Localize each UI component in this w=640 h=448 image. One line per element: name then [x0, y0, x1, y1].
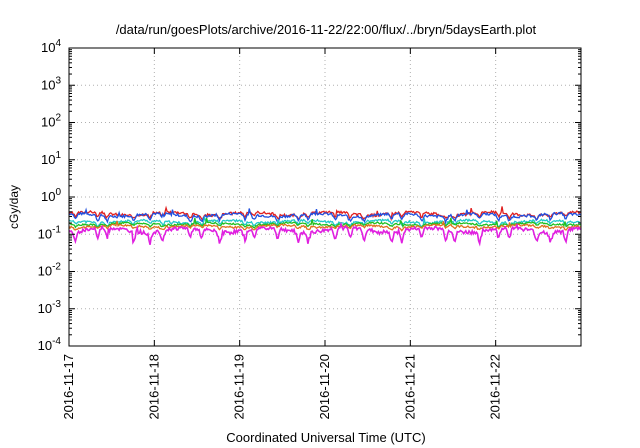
y-tick-label: 10-3 [38, 299, 62, 316]
y-tick-label: 102 [41, 113, 61, 130]
x-tick-label: 2016-11-18 [146, 354, 161, 420]
x-axis-label: Coordinated Universal Time (UTC) [226, 430, 425, 445]
x-tick-label: 2016-11-19 [232, 354, 247, 420]
y-tick-label: 101 [41, 150, 61, 167]
series-line [68, 217, 582, 230]
y-tick-label: 10-2 [38, 262, 62, 279]
series-line [68, 215, 582, 229]
x-tick-label: 2016-11-21 [402, 354, 417, 420]
y-tick-label: 103 [41, 75, 61, 92]
y-tick-label: 10-4 [38, 336, 62, 353]
x-tick-label: 2016-11-17 [61, 354, 76, 420]
series-line [68, 221, 582, 247]
chart-title: /data/run/goesPlots/archive/2016-11-22/2… [116, 22, 537, 37]
series-line [68, 220, 582, 232]
y-axis-label: cGy/day [7, 185, 21, 229]
series-group [68, 205, 582, 247]
grid [69, 48, 581, 346]
x-axis: 2016-11-17 2016-11-18 2016-11-19 2016-11-20… [61, 48, 503, 420]
y-tick-label: 104 [41, 38, 61, 55]
x-tick-label: 2016-11-20 [317, 354, 332, 420]
series-line [68, 207, 582, 225]
y-tick-label: 100 [41, 187, 61, 204]
y-tick-label: 10-1 [38, 224, 62, 241]
x-tick-label: 2016-11-22 [488, 354, 503, 420]
